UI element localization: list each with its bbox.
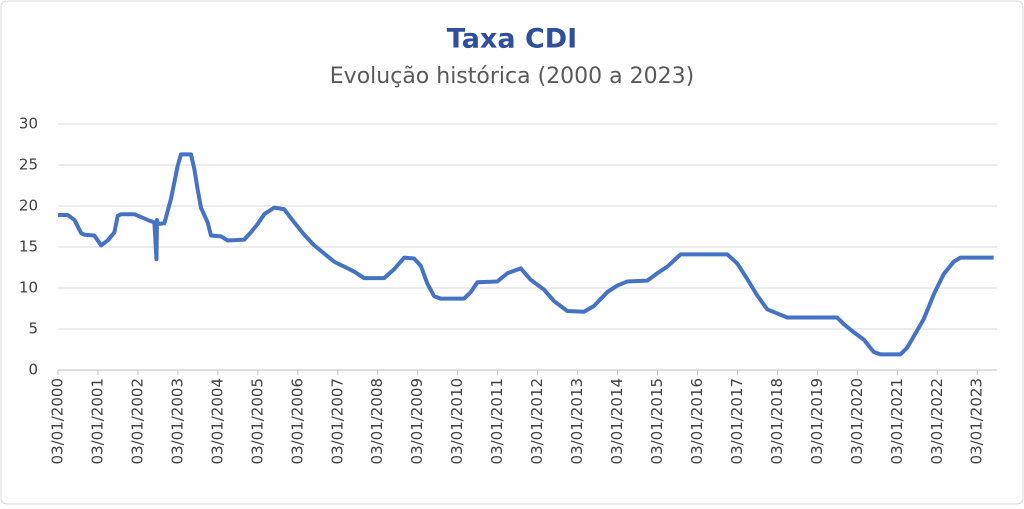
x-tick-label: 03/01/2021 — [888, 378, 906, 464]
x-tick-label: 03/01/2020 — [848, 378, 866, 464]
x-tick-label: 03/01/2001 — [88, 378, 106, 464]
data-line — [58, 152, 994, 357]
x-tick-label: 03/01/2003 — [168, 378, 186, 464]
x-tick-label: 03/01/2004 — [208, 378, 226, 464]
y-tick-label: 25 — [19, 156, 38, 174]
x-tick-label: 03/01/2007 — [328, 378, 346, 464]
y-tick-label: 15 — [19, 238, 38, 256]
x-tick-label: 03/01/2019 — [808, 378, 826, 464]
x-tick-label: 03/01/2006 — [288, 378, 306, 464]
x-tick-label: 03/01/2022 — [928, 378, 946, 464]
chart-subtitle: Evolução histórica (2000 a 2023) — [330, 64, 694, 89]
x-tick-label: 03/01/2023 — [968, 378, 986, 464]
x-tick-label: 03/01/2000 — [49, 378, 67, 464]
x-tick-label: 03/01/2012 — [528, 378, 546, 464]
chart-title: Taxa CDI — [447, 24, 577, 55]
x-tick-label: 03/01/2015 — [648, 378, 666, 464]
x-tick-label: 03/01/2011 — [488, 378, 506, 464]
x-tick-label: 03/01/2016 — [688, 378, 706, 464]
x-tick-label: 03/01/2005 — [248, 378, 266, 464]
x-tick-label: 03/01/2018 — [768, 378, 786, 464]
x-tick-label: 03/01/2010 — [448, 378, 466, 464]
y-tick-label: 0 — [28, 361, 38, 379]
x-tick-label: 03/01/2013 — [568, 378, 586, 464]
y-tick-label: 30 — [19, 115, 38, 133]
x-tick-label: 03/01/2008 — [368, 378, 386, 464]
x-tick-label: 03/01/2002 — [128, 378, 146, 464]
x-tick-label: 03/01/2009 — [408, 378, 426, 464]
y-tick-label: 20 — [19, 197, 38, 215]
y-tick-label: 10 — [19, 279, 38, 297]
x-tick-label: 03/01/2014 — [608, 378, 626, 464]
x-tick-label: 03/01/2017 — [728, 378, 746, 464]
y-tick-label: 5 — [28, 320, 38, 338]
